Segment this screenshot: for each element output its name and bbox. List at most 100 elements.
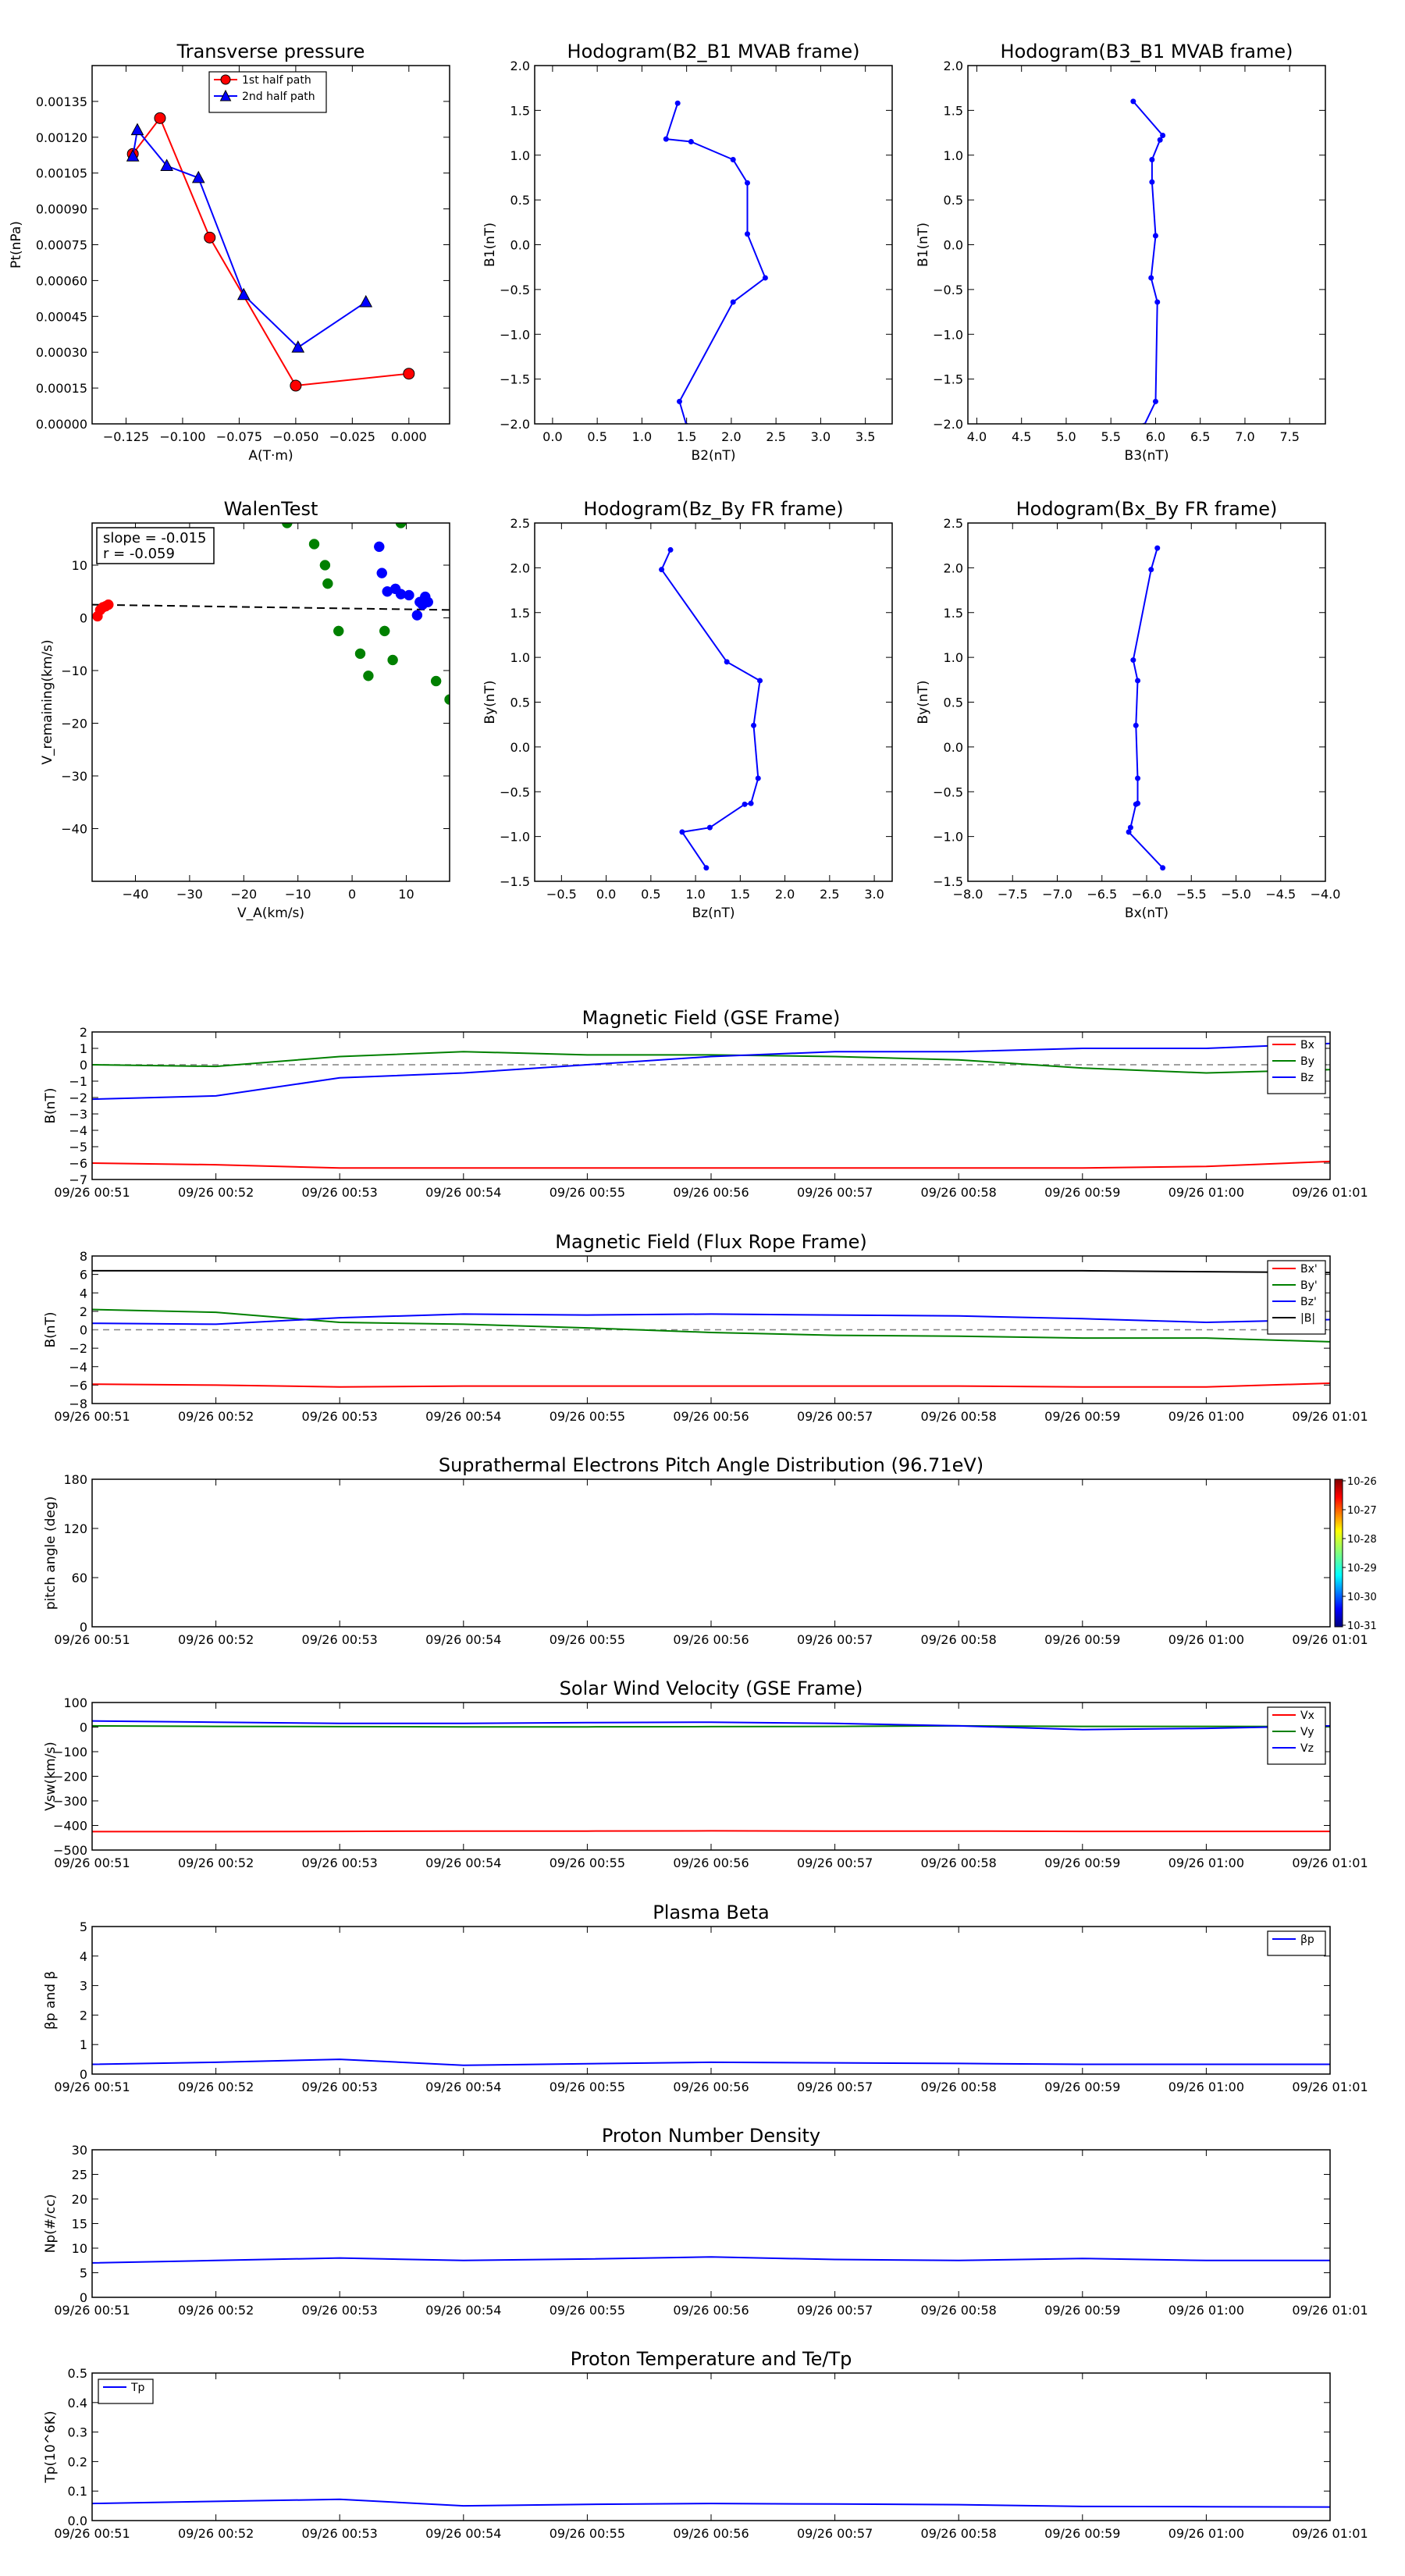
y-tick-label: −40 — [61, 822, 87, 837]
y-tick-label: 0.00000 — [36, 417, 87, 432]
colorbar-label: 10-27 — [1347, 1505, 1377, 1517]
y-axis-label: Pt(nPa) — [9, 221, 24, 269]
scatter-point-5 — [354, 648, 366, 660]
y-tick-label: 0.00015 — [36, 381, 87, 396]
y-tick-label: −30 — [61, 769, 87, 784]
x-tick-label: 09/26 00:53 — [302, 1856, 378, 1870]
legend-frame — [1267, 1706, 1326, 1765]
series-line — [92, 2256, 1330, 2264]
data-point-0 — [667, 546, 674, 553]
x-tick-label: 09/26 00:57 — [797, 1185, 873, 1200]
series-line — [92, 2498, 1330, 2508]
x-tick-label: 09/26 00:59 — [1044, 1856, 1120, 1870]
x-tick-label: 09/26 00:58 — [921, 2526, 997, 2541]
y-tick-label: 0.1 — [68, 2484, 87, 2499]
data-point-5 — [755, 775, 761, 781]
y-tick-label: −400 — [53, 1819, 87, 1834]
chart-hodo1: Hodogram(B2_B1 MVAB frame) −2.0 −1.5 −1.0 −0… — [482, 41, 893, 464]
y-tick-label: 0.00030 — [36, 345, 87, 360]
legend: Tp — [98, 2379, 154, 2404]
series-Bx — [92, 1160, 1330, 1169]
y-tick-label: −8 — [69, 1397, 87, 1411]
x-tick-label: 2.0 — [721, 429, 741, 444]
y-axis-label: Tp(10^6K) — [43, 2411, 59, 2483]
data-point-1 — [154, 112, 166, 124]
y-tick-label: 2.0 — [944, 560, 963, 575]
y-tick-label: 0.00075 — [36, 238, 87, 253]
data-point-3 — [290, 379, 302, 392]
series-line — [92, 1042, 1330, 1101]
data-point-7 — [1133, 801, 1139, 807]
legend: Bx By Bz — [1267, 1036, 1326, 1094]
x-tick-label: 3.0 — [811, 429, 831, 444]
plot-frame — [967, 522, 1326, 882]
x-tick-label: 4.5 — [1012, 429, 1031, 444]
chart-title: WalenTest — [224, 498, 318, 520]
scatter-point-8 — [387, 654, 398, 666]
x-tick-label: 2.5 — [766, 429, 785, 444]
y-tick-label: 2 — [80, 2008, 87, 2023]
y-tick-label: −1.5 — [933, 372, 963, 387]
scatter-point-3 — [322, 578, 333, 589]
x-tick-label: −0.025 — [329, 429, 375, 444]
chart-title: Hodogram(Bx_By FR frame) — [1016, 498, 1278, 520]
colorbar-label: 10-29 — [1347, 1563, 1377, 1574]
data-point-2 — [688, 139, 694, 145]
y-tick-label: −1.0 — [933, 830, 963, 845]
x-tick-label: 09/26 00:52 — [178, 1856, 254, 1870]
x-tick-label: 09/26 01:01 — [1292, 1185, 1368, 1200]
y-tick-label: −500 — [53, 1843, 87, 1858]
y-tick-label: 0.0 — [944, 740, 963, 755]
data-point-5 — [291, 340, 305, 353]
y-tick-label: 2.5 — [944, 516, 963, 531]
data-point-4 — [403, 368, 415, 380]
data-point-9 — [1126, 829, 1132, 835]
data-point-10 — [1160, 865, 1166, 871]
data-point-2 — [1130, 657, 1136, 664]
plot-frame — [91, 65, 450, 425]
x-tick-label: 09/26 00:52 — [178, 2080, 254, 2094]
y-tick-label: 2.0 — [944, 59, 963, 73]
x-tick-label: 09/26 00:54 — [425, 1632, 501, 1647]
y-tick-label: 180 — [63, 1472, 87, 1487]
y-tick-label: 0.0 — [510, 238, 530, 253]
y-tick-label: 5 — [80, 2266, 87, 2281]
x-tick-label: −4.0 — [1311, 887, 1341, 902]
series-1 — [282, 523, 450, 705]
x-tick-label: 09/26 00:57 — [797, 1409, 873, 1424]
x-tick-label: −0.075 — [216, 429, 262, 444]
series-Vy — [92, 1724, 1330, 1728]
chart-mag_fr: Magnetic Field (Flux Rope Frame) −8 −6 −4 −2… — [43, 1231, 1368, 1424]
data-point-7 — [742, 801, 748, 807]
x-tick-label: 09/26 01:00 — [1168, 2526, 1244, 2541]
x-tick-label: 0.0 — [596, 887, 616, 902]
y-tick-label: −200 — [53, 1770, 87, 1784]
x-tick-label: 09/26 00:56 — [673, 2303, 749, 2318]
colorbar-strip — [1334, 1478, 1343, 1628]
data-point-0 — [1130, 98, 1136, 105]
chart-title: Magnetic Field (GSE Frame) — [582, 1007, 841, 1029]
x-tick-label: 0 — [348, 887, 356, 902]
y-tick-label: 1.5 — [944, 103, 963, 118]
y-tick-label: −0.5 — [933, 283, 963, 297]
x-tick-label: 09/26 00:57 — [797, 2080, 873, 2094]
chart-vsw: Solar Wind Velocity (GSE Frame) −500 −400 −… — [43, 1678, 1368, 1870]
x-tick-label: 09/26 00:55 — [550, 2080, 625, 2094]
y-tick-label: 0 — [80, 2290, 87, 2305]
scatter-point-9 — [395, 523, 407, 528]
y-tick-label: 0 — [80, 611, 87, 626]
chart-title: Proton Number Density — [602, 2125, 820, 2147]
y-tick-label: 0.4 — [68, 2396, 87, 2411]
data-point-6 — [762, 275, 768, 281]
y-tick-label: −4 — [69, 1360, 87, 1375]
y-tick-label: 2.0 — [510, 59, 530, 73]
y-tick-label: 0 — [80, 1620, 87, 1635]
chart-title: Proton Temperature and Te/Tp — [571, 2348, 852, 2370]
series-2ndhalfpath — [126, 123, 373, 353]
y-tick-label: 0.0 — [944, 238, 963, 253]
legend-label: Bz — [1300, 1072, 1314, 1084]
y-tick-label: −0.5 — [500, 283, 530, 297]
scatter-point-7 — [379, 625, 390, 637]
data-point-4 — [1149, 179, 1155, 185]
